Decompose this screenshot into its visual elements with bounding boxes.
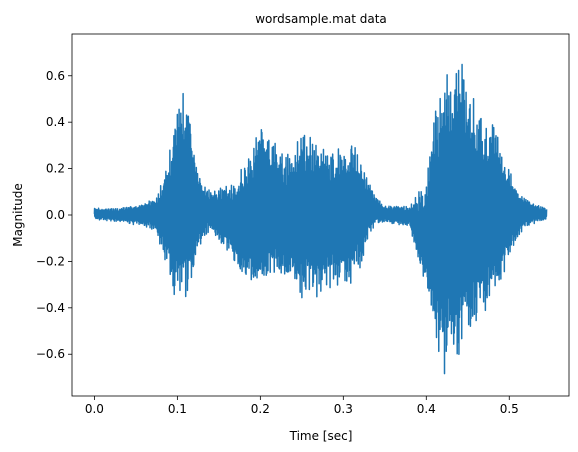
y-tick-label: 0.2 [46, 162, 65, 176]
y-tick-label: −0.4 [36, 301, 65, 315]
y-axis-label: Magnitude [11, 183, 25, 247]
x-tick-label: 0.5 [500, 402, 519, 416]
chart-title: wordsample.mat data [255, 12, 387, 26]
x-tick-label: 0.0 [85, 402, 104, 416]
y-tick-label: 0.4 [46, 115, 65, 129]
x-tick-label: 0.3 [334, 402, 353, 416]
x-axis-label: Time [sec] [289, 429, 353, 443]
x-tick-label: 0.4 [417, 402, 436, 416]
y-tick-label: 0.6 [46, 69, 65, 83]
y-tick-label: 0.0 [46, 208, 65, 222]
y-tick-label: −0.2 [36, 254, 65, 268]
x-tick-label: 0.1 [168, 402, 187, 416]
y-tick-label: −0.6 [36, 347, 65, 361]
x-tick-label: 0.2 [251, 402, 270, 416]
